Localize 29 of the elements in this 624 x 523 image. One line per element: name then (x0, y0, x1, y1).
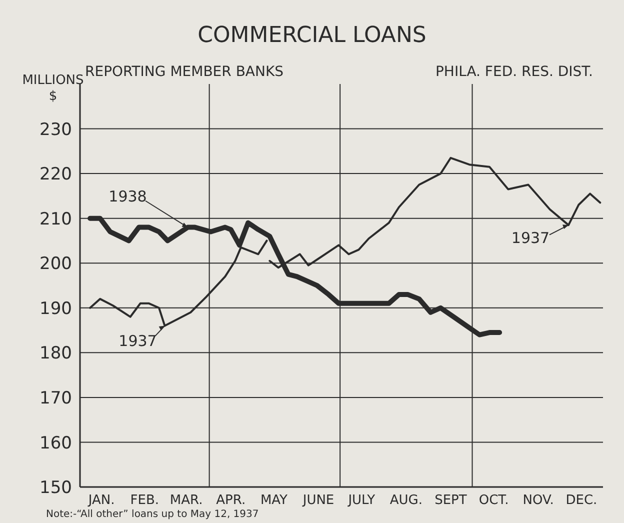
y-tick-label: 190 (40, 298, 72, 319)
y-tick-label: 200 (40, 254, 72, 274)
annotation: 1937 (118, 332, 157, 350)
x-tick-label: AUG. (390, 493, 422, 508)
x-tick-label: MAR. (170, 493, 203, 508)
y-tick-label: 230 (40, 120, 72, 140)
chart-title: COMMERCIAL LOANS (198, 23, 426, 48)
x-tick-label: JAN. (87, 493, 115, 508)
annotation: 1937 (511, 229, 550, 248)
x-tick-label: FEB. (130, 493, 160, 508)
x-tick-label: DEC. (566, 493, 598, 508)
x-tick-label: NOV. (522, 493, 554, 508)
y-tick-label: 170 (40, 388, 72, 408)
chart-subtitle: REPORTING MEMBER BANKS (85, 64, 284, 80)
y-tick-label: 210 (40, 209, 72, 230)
annotation: 1938 (108, 187, 147, 206)
text: Note:-“All other” loans up to May 12, 1937 (46, 509, 259, 520)
y-tick-label: 220 (40, 164, 72, 185)
x-tick-label: SEPT (434, 493, 467, 508)
x-tick-label: JULY (347, 493, 376, 508)
x-tick-label: JUNE (302, 493, 334, 508)
y-tick-label: 160 (40, 433, 72, 454)
y-tick-label: 150 (40, 478, 72, 498)
x-tick-label: MAY (260, 493, 288, 508)
text: PHILA. FED. RES. DIST. (435, 64, 593, 80)
x-tick-label: APR. (216, 493, 246, 508)
x-tick-label: OCT. (478, 493, 509, 508)
y-axis-title: MILLIONS $ (22, 73, 84, 104)
y-tick-label: 180 (40, 344, 72, 364)
